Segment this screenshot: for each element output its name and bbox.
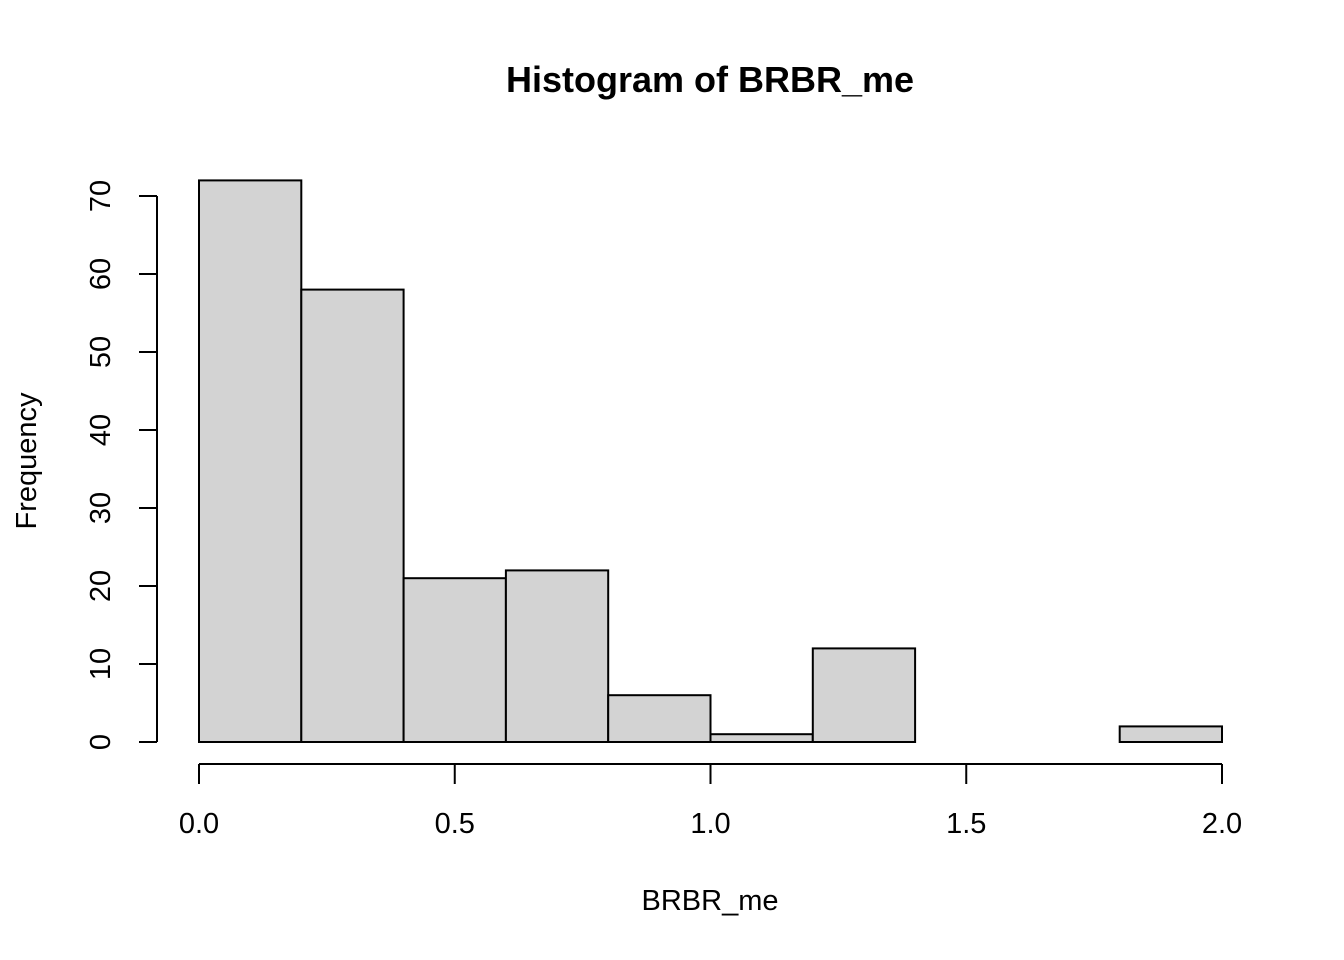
y-tick-label: 40	[85, 414, 117, 446]
x-axis: 0.0 0.5 1.0 1.5 2.0	[179, 763, 1242, 840]
x-tick-label: 1.0	[690, 808, 730, 840]
x-axis-label: BRBR_me	[642, 885, 779, 917]
histogram-bar-2	[402, 577, 507, 744]
y-tick-label: 60	[85, 258, 117, 290]
y-tick-label: 0	[85, 734, 117, 750]
histogram-bar-0	[198, 179, 303, 743]
y-axis: 0 10 20 30 40 50 60 70	[85, 180, 158, 750]
histogram-bar-5	[709, 733, 814, 744]
y-axis-label: Frequency	[11, 392, 43, 530]
chart-title: Histogram of BRBR_me	[506, 59, 914, 100]
x-tick-label: 0.0	[179, 808, 219, 840]
histogram-bar-3	[504, 569, 610, 744]
x-tick-label: 2.0	[1202, 808, 1242, 840]
histogram-bar-1	[300, 288, 405, 743]
x-tick-label: 0.5	[435, 808, 475, 840]
bars-group	[198, 179, 1223, 744]
x-tick-label: 1.5	[946, 808, 986, 840]
y-tick-label: 50	[85, 336, 117, 368]
y-tick-label: 70	[85, 180, 117, 212]
y-tick-label: 30	[85, 492, 117, 524]
y-tick-label: 20	[85, 570, 117, 602]
histogram-bar-6	[811, 647, 917, 744]
histogram-bar-4	[607, 694, 712, 744]
y-tick-label: 10	[85, 648, 117, 680]
histogram-bar-9	[1118, 725, 1223, 744]
